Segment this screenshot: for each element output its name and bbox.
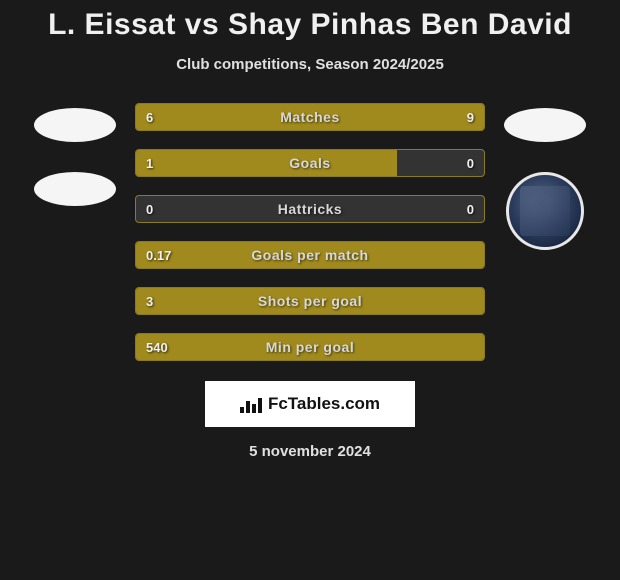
subtitle: Club competitions, Season 2024/2025 <box>0 56 620 73</box>
stat-row: Min per goal540 <box>135 333 485 361</box>
stat-label: Matches <box>136 104 484 130</box>
stat-value-left: 0 <box>146 196 153 222</box>
stats-area: Matches69Goals10Hattricks00Goals per mat… <box>0 103 620 361</box>
stat-value-left: 1 <box>146 150 153 176</box>
club-right-badge <box>506 172 584 250</box>
stat-row: Shots per goal3 <box>135 287 485 315</box>
club-left-badge <box>34 172 116 206</box>
stat-label: Min per goal <box>136 334 484 360</box>
logo-box: FcTables.com <box>205 381 415 427</box>
stat-row: Matches6 9 <box>135 103 485 131</box>
stat-row: Goals1 0 <box>135 149 485 177</box>
stat-row: Hattricks0 0 <box>135 195 485 223</box>
stat-value-left: 6 <box>146 104 153 130</box>
left-player-col <box>30 103 120 206</box>
comparison-infographic: L. Eissat vs Shay Pinhas Ben David Club … <box>0 0 620 460</box>
right-player-col <box>500 103 590 250</box>
stat-value-left: 0.17 <box>146 242 171 268</box>
stat-label: Hattricks <box>136 196 484 222</box>
page-title: L. Eissat vs Shay Pinhas Ben David <box>0 8 620 42</box>
stat-label: Goals per match <box>136 242 484 268</box>
stat-value-left: 3 <box>146 288 153 314</box>
stat-label: Shots per goal <box>136 288 484 314</box>
stat-value-right: 0 <box>467 150 474 176</box>
fctables-logo-icon <box>240 395 262 413</box>
logo-text: FcTables.com <box>268 394 380 414</box>
stat-value-right: 0 <box>467 196 474 222</box>
player-left-avatar <box>34 108 116 142</box>
stat-value-right: 9 <box>467 104 474 130</box>
stat-label: Goals <box>136 150 484 176</box>
stat-row: Goals per match0.17 <box>135 241 485 269</box>
player-right-avatar <box>504 108 586 142</box>
stat-value-left: 540 <box>146 334 168 360</box>
date-text: 5 november 2024 <box>0 443 620 460</box>
stat-bars: Matches69Goals10Hattricks00Goals per mat… <box>135 103 485 361</box>
